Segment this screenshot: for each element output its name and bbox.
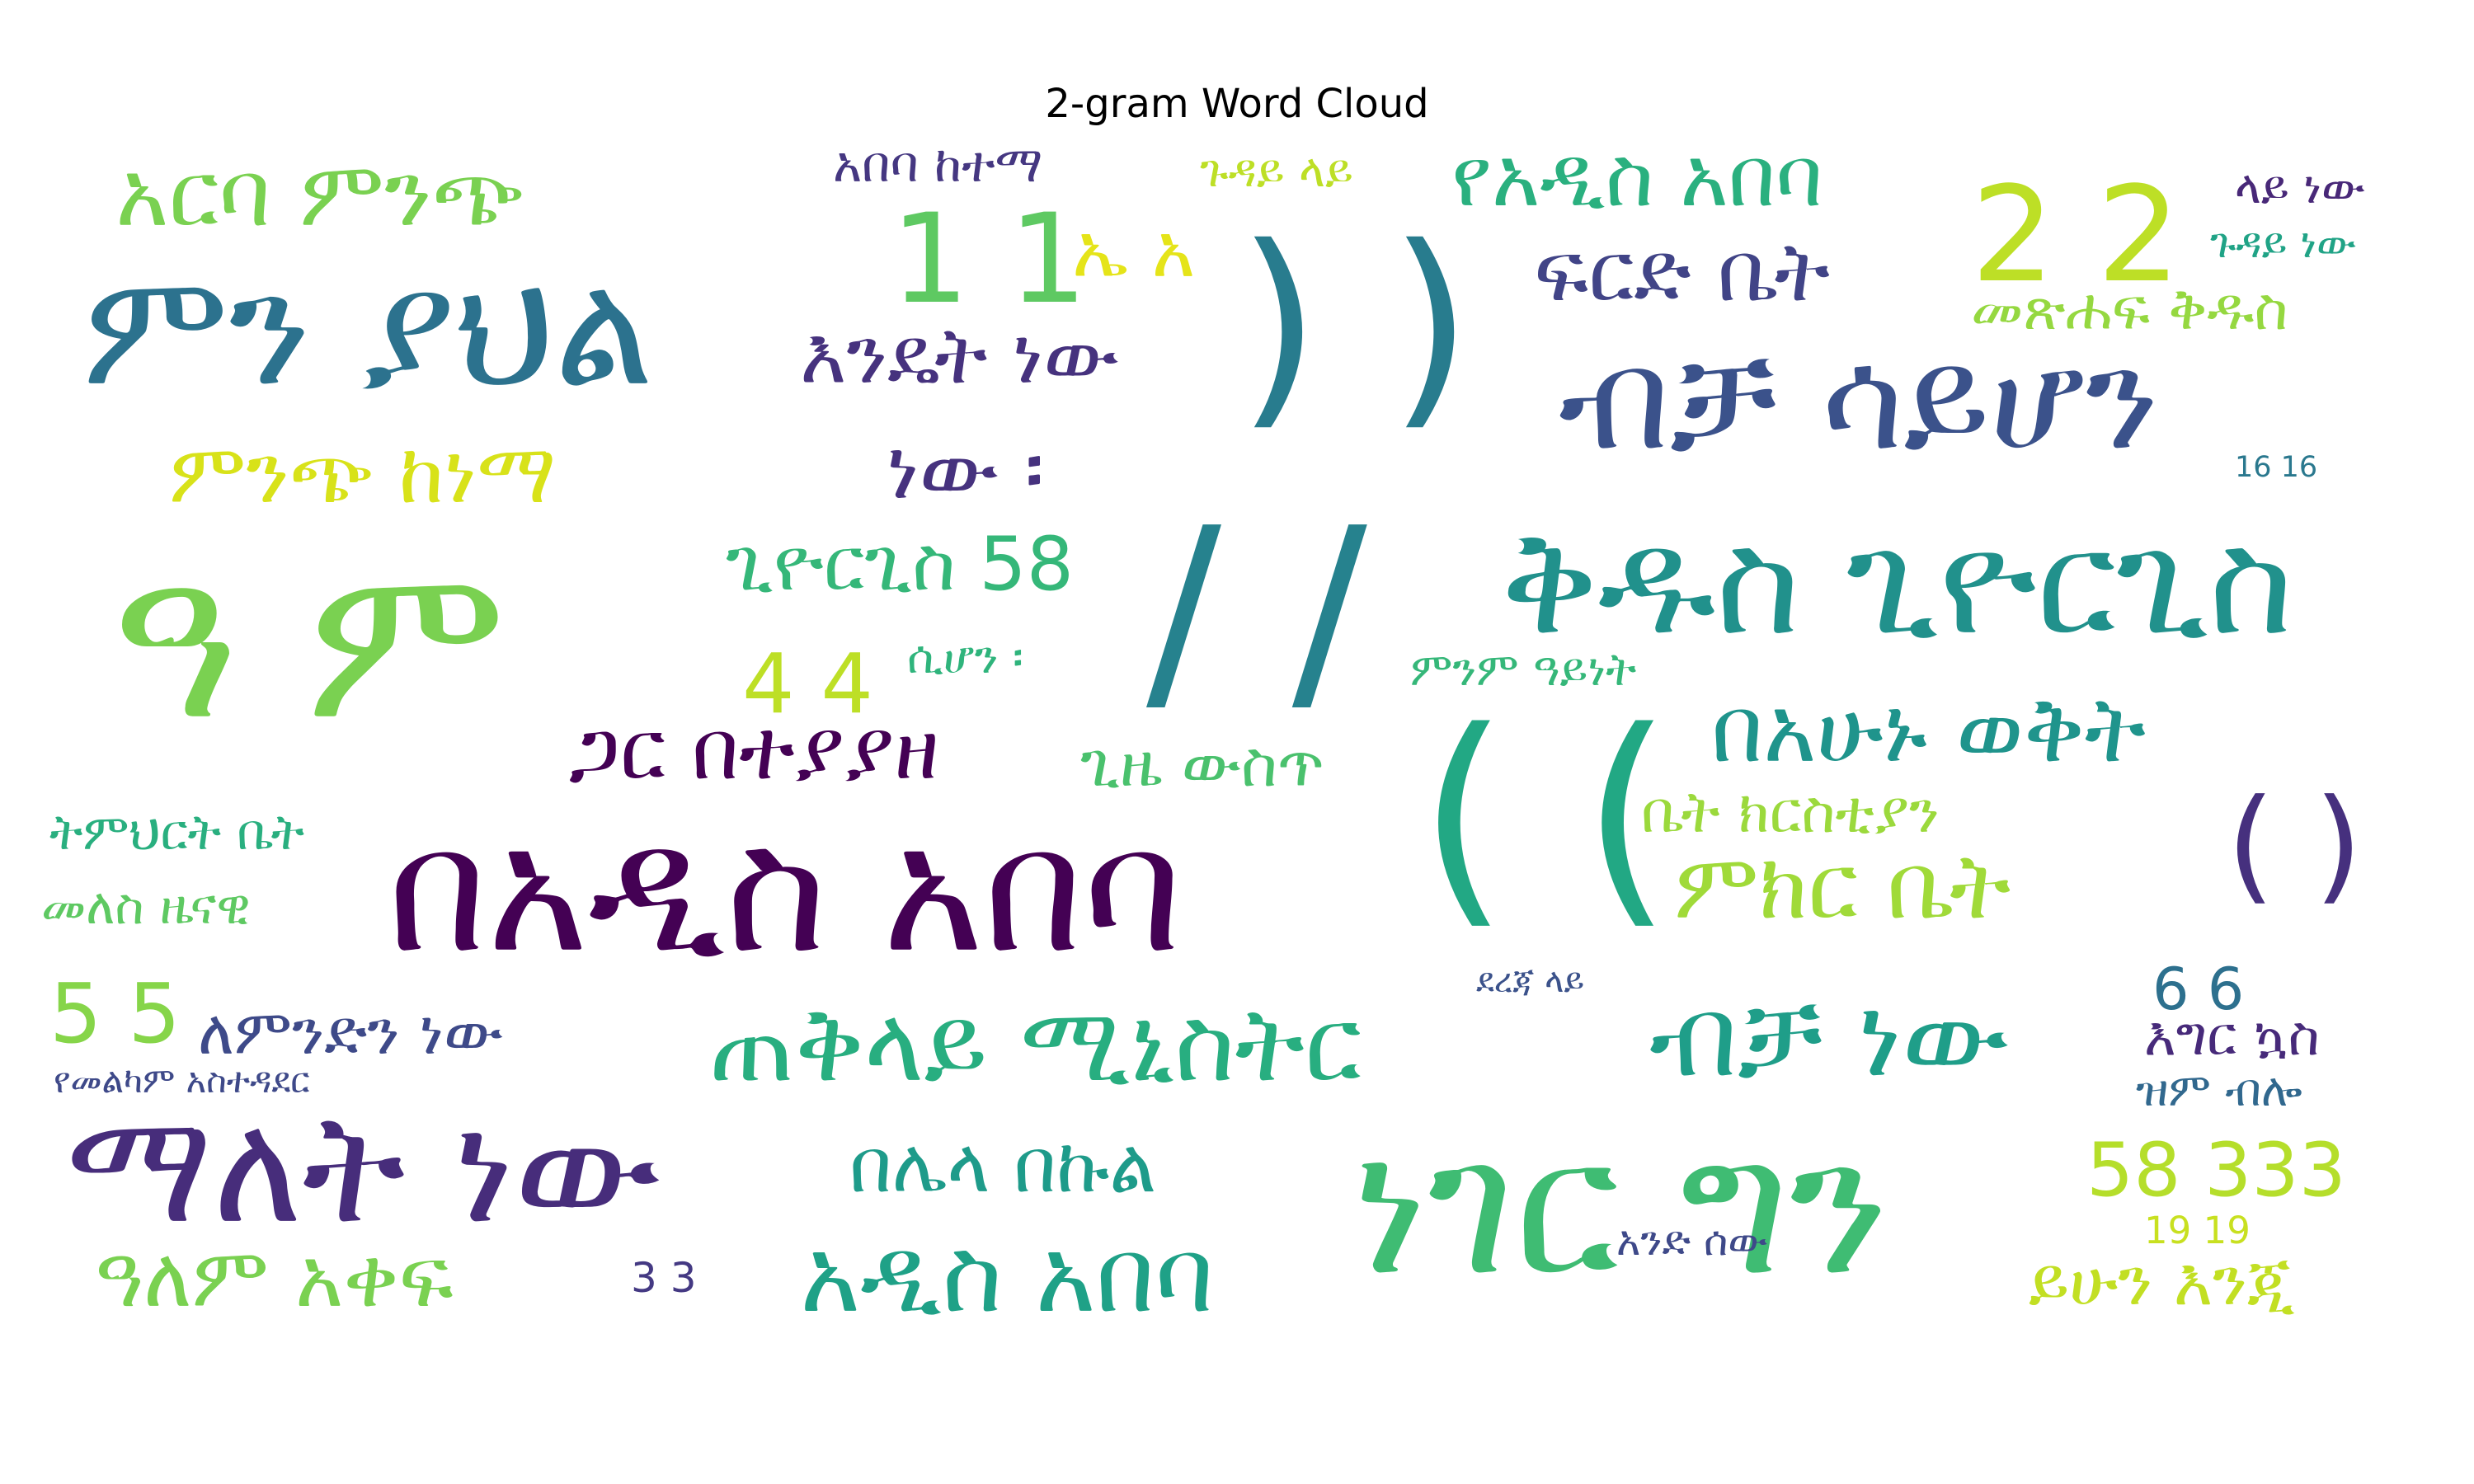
word-cloud-term: ትምህርት ቤት — [49, 804, 305, 862]
word-cloud-term: ምክር ቤት — [1674, 834, 2011, 939]
word-cloud-term: በአዲስ አበባ — [388, 789, 1183, 991]
word-cloud-term: ነው ፡ — [887, 421, 1045, 518]
word-cloud-term: ብቻ ነው — [1649, 972, 2010, 1101]
word-cloud-term: 3 3 — [631, 1254, 697, 1302]
word-cloud-term: አበባ ከተማ — [833, 136, 1043, 194]
word-cloud-term: ፍርድ ቤት — [1534, 223, 1830, 320]
word-cloud-term: በአሁኑ ወቅት — [1711, 677, 2146, 782]
word-cloud-term: ይሁን እንጂ — [2029, 1243, 2296, 1320]
word-cloud-term: አዲስ አበባ — [800, 1216, 1214, 1336]
word-cloud-term: 4 4 — [742, 636, 874, 732]
word-cloud-term: ምንም ዓይነት — [1410, 643, 1637, 696]
word-cloud-term: ምንጭ ከነማ — [169, 425, 557, 522]
word-cloud-term: ጊዜ ውስጥ — [1080, 728, 1324, 801]
word-cloud-term: ጉዳይ ላይ — [1200, 144, 1353, 197]
word-cloud-term: 16 16 — [2235, 451, 2318, 484]
word-cloud-term: ጉዳይ ነው — [2210, 219, 2357, 267]
word-cloud-term: አንድ ሰው — [1616, 1217, 1768, 1265]
word-cloud-term: ጋር በተያያዘ — [569, 702, 939, 798]
word-cloud-term: ) ) — [1237, 201, 1473, 450]
word-cloud-term: 19 19 — [2144, 1209, 2251, 1252]
word-cloud-term: እግር ኳስ — [2144, 1006, 2320, 1068]
word-cloud-term: ዓ ም — [111, 519, 506, 768]
word-cloud-term: ጠቅላይ ሚኒስትር — [709, 985, 1362, 1105]
word-cloud-term: የመልካም አስተዳደር — [54, 1060, 310, 1101]
word-cloud-term: 58 333 — [2086, 1127, 2346, 1214]
word-cloud-term: / / — [1146, 480, 1367, 740]
word-cloud-term: ዓለም አቀፍ — [95, 1229, 454, 1326]
word-cloud-term: እንዴት ነው — [800, 311, 1119, 402]
word-cloud-term: ደረጃ ላይ — [1476, 962, 1585, 1000]
word-cloud-term: ላይ ነው — [2235, 161, 2365, 214]
word-cloud-term: 1 1 — [891, 188, 1088, 331]
word-cloud-term: 5 5 — [49, 965, 181, 1062]
word-cloud-term: በሌላ በኩል — [849, 1123, 1157, 1209]
word-cloud-term: ሲሆን ፡ — [907, 631, 1023, 683]
word-cloud-term: መጽሐፍ ቅዱስ — [1971, 275, 2288, 343]
word-cloud-term: ምን ያህል — [82, 238, 654, 420]
chart-title: 2-gram Word Cloud — [1045, 81, 1429, 127]
word-cloud-term: የአዲስ አበባ — [1451, 129, 1823, 225]
word-cloud-term: ለምንድን ነው — [198, 996, 504, 1068]
word-cloud-term: ቅዱስ ጊዮርጊስ — [1501, 500, 2293, 667]
word-cloud-term: መለስ ዜናዊ — [41, 878, 251, 936]
word-cloud-term: 6 6 — [2152, 956, 2245, 1023]
word-cloud-term: ( ( — [1418, 682, 1672, 951]
word-cloud-term: ማለት ነው — [66, 1079, 661, 1257]
word-cloud-term: ኤ አ — [1072, 208, 1196, 294]
word-cloud-term: ነገር ግን — [1352, 1097, 1889, 1317]
word-cloud-term: ቤት ክርስቲያን — [1641, 778, 1940, 846]
word-cloud-term: ብቻ ሳይሆን — [1559, 318, 2159, 481]
word-cloud-term: ጊዮርጊስ 58 — [726, 521, 1074, 608]
word-cloud-term: ዝም ብሎ — [2136, 1064, 2302, 1116]
word-cloud-term: አርባ ምንጭ — [115, 141, 524, 247]
word-cloud-term: ( ) — [2227, 773, 2363, 917]
word-cloud-term: 2 2 — [1971, 157, 2181, 312]
